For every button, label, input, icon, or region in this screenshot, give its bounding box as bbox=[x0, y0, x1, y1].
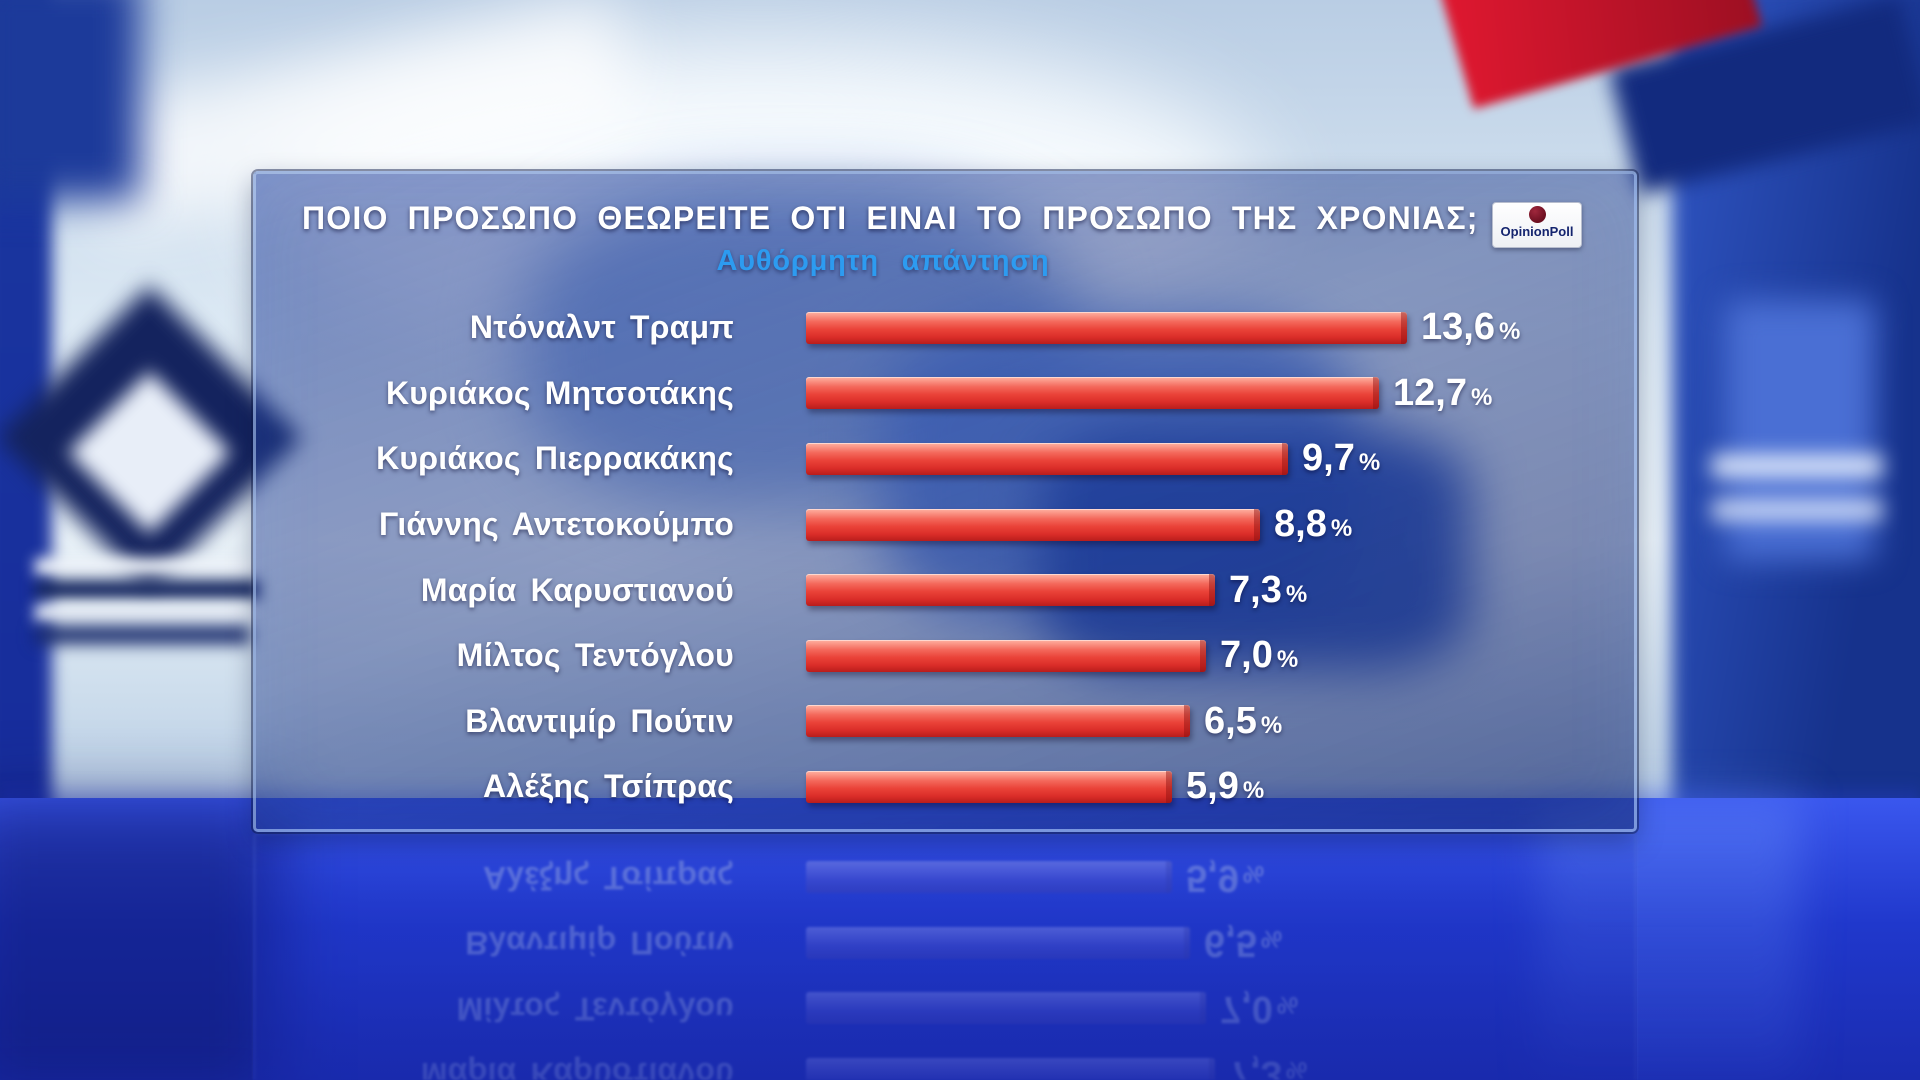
backdrop-shape bbox=[1712, 500, 1882, 520]
backdrop-shape bbox=[0, 0, 140, 200]
bar-value: 12,7% bbox=[1393, 371, 1493, 414]
bar-category-label: Βλαντιμίρ Πούτιν bbox=[465, 702, 734, 739]
bar-value: 9,7% bbox=[1302, 437, 1381, 480]
bar-category-label: Κυριάκος Πιερρακάκης bbox=[376, 440, 734, 477]
bar bbox=[806, 639, 1206, 672]
opinionpoll-logo-icon bbox=[1528, 206, 1546, 223]
percent-sign: % bbox=[1498, 318, 1521, 346]
bar-value: 13,6% bbox=[1421, 306, 1521, 349]
backdrop-shape bbox=[1725, 300, 1875, 560]
percent-sign: % bbox=[1285, 580, 1308, 608]
opinionpoll-logo-text: OpinionPoll bbox=[1500, 224, 1574, 239]
percent-sign: % bbox=[1242, 777, 1265, 805]
bar-category-label: Ντόναλντ Τραμπ bbox=[469, 309, 734, 346]
bar-category-label: Κυριάκος Μητσοτάκης bbox=[386, 374, 734, 411]
bar-row: Βλαντιμίρ Πούτιν 6,5% bbox=[256, 689, 1634, 755]
bar-value: 5,9% bbox=[1186, 765, 1265, 808]
bar bbox=[806, 377, 1379, 410]
bar-category-label: Μίλτος Τεντόγλου bbox=[456, 637, 734, 674]
backdrop-shape bbox=[1712, 455, 1882, 477]
bar-value: 7,0% bbox=[1220, 634, 1299, 677]
bar-row: Μαρία Καρυστιανού 7,3% bbox=[256, 557, 1634, 623]
bar-row: Ντόναλντ Τραμπ 13,6% bbox=[256, 295, 1634, 361]
chart-title: ΠΟΙΟ ΠΡΟΣΩΠΟ ΘΕΩΡΕΙΤΕ ΟΤΙ ΕΙΝΑΙ ΤΟ ΠΡΟΣΩ… bbox=[302, 200, 1479, 236]
opinionpoll-logo: OpinionPoll bbox=[1492, 202, 1582, 248]
bar bbox=[806, 574, 1215, 607]
bar bbox=[806, 770, 1172, 803]
reflection-fade bbox=[253, 832, 1637, 1080]
bar-value: 6,5% bbox=[1204, 699, 1283, 742]
bar-chart: Ντόναλντ Τραμπ 13,6% Κυριάκος Μητσοτάκης 12… bbox=[256, 295, 1634, 820]
backdrop-shape bbox=[0, 798, 280, 1080]
bar-row: Μίλτος Τεντόγλου 7,0% bbox=[256, 623, 1634, 689]
chart-subtitle: Αυθόρμητη απάντηση bbox=[716, 245, 1050, 277]
bar bbox=[806, 311, 1407, 344]
bar-category-label: Γιάννης Αντετοκούμπο bbox=[378, 506, 734, 543]
backdrop-shape bbox=[35, 580, 260, 600]
panel-header: ΠΟΙΟ ΠΡΟΣΩΠΟ ΘΕΩΡΕΙΤΕ ΟΤΙ ΕΙΝΑΙ ΤΟ ΠΡΟΣΩ… bbox=[256, 174, 1634, 278]
bar bbox=[806, 442, 1288, 475]
percent-sign: % bbox=[1276, 646, 1299, 674]
bar-value: 8,8% bbox=[1274, 503, 1353, 546]
bar-row: Γιάννης Αντετοκούμπο 8,8% bbox=[256, 492, 1634, 558]
bar-value: 7,3% bbox=[1229, 568, 1308, 611]
percent-sign: % bbox=[1358, 449, 1381, 477]
backdrop-shape bbox=[35, 558, 255, 576]
bar-row: Κυριάκος Πιερρακάκης 9,7% bbox=[256, 426, 1634, 492]
backdrop-shape bbox=[35, 626, 250, 644]
bar bbox=[806, 508, 1260, 541]
bar bbox=[806, 705, 1190, 738]
backdrop-shape bbox=[35, 604, 255, 622]
percent-sign: % bbox=[1470, 383, 1493, 411]
bar-category-label: Μαρία Καρυστιανού bbox=[420, 571, 734, 608]
poll-panel: ΠΟΙΟ ΠΡΟΣΩΠΟ ΘΕΩΡΕΙΤΕ ΟΤΙ ΕΙΝΑΙ ΤΟ ΠΡΟΣΩ… bbox=[253, 171, 1637, 832]
percent-sign: % bbox=[1330, 515, 1353, 543]
percent-sign: % bbox=[1260, 711, 1283, 739]
bar-category-label: Αλέξης Τσίπρας bbox=[482, 768, 734, 805]
bar-row: Αλέξης Τσίπρας 5,9% bbox=[256, 754, 1634, 820]
bar-row: Κυριάκος Μητσοτάκης 12,7% bbox=[256, 361, 1634, 427]
